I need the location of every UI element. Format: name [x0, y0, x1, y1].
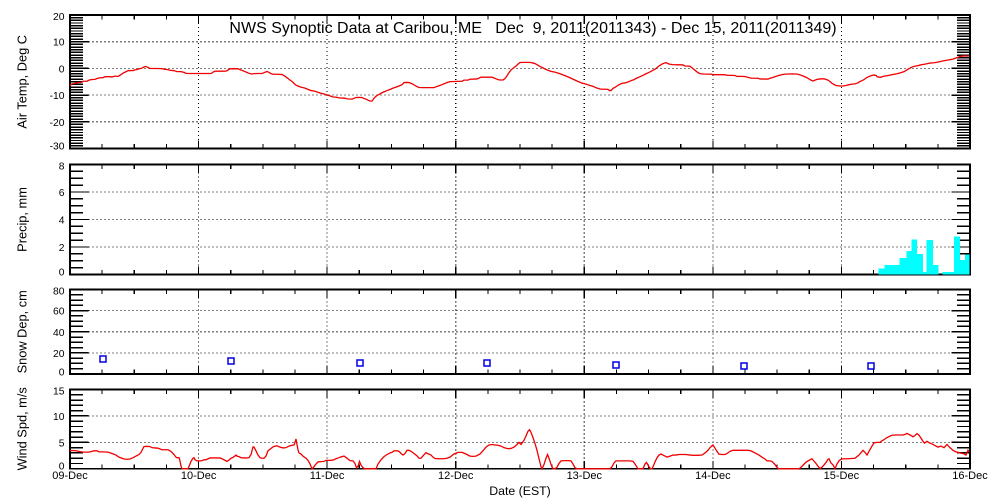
svg-text:16-Dec: 16-Dec [952, 470, 988, 482]
svg-text:2: 2 [59, 243, 65, 254]
svg-text:10-Dec: 10-Dec [181, 470, 217, 482]
svg-text:14-Dec: 14-Dec [695, 470, 731, 482]
svg-text:4: 4 [59, 216, 65, 227]
svg-text:0: 0 [59, 368, 65, 379]
svg-text:80: 80 [53, 287, 65, 298]
svg-text:Snow Dep, cm: Snow Dep, cm [15, 290, 30, 373]
svg-text:0: 0 [59, 64, 65, 75]
svg-text:15: 15 [53, 387, 65, 398]
svg-text:5: 5 [59, 438, 65, 449]
svg-text:13-Dec: 13-Dec [567, 470, 603, 482]
svg-text:40: 40 [53, 328, 65, 339]
svg-text:6: 6 [59, 188, 65, 199]
svg-text:8: 8 [59, 162, 65, 173]
svg-text:10: 10 [53, 412, 65, 423]
svg-text:Wind Spd, m/s: Wind Spd, m/s [15, 387, 30, 470]
svg-text:12-Dec: 12-Dec [438, 470, 474, 482]
svg-text:Precip, mm: Precip, mm [15, 187, 30, 252]
svg-text:20: 20 [53, 12, 65, 23]
svg-text:NWS Synoptic Data at Caribou,: NWS Synoptic Data at Caribou, ME Dec 9, … [229, 20, 836, 37]
svg-text:11-Dec: 11-Dec [310, 470, 345, 482]
svg-text:-20: -20 [50, 118, 65, 129]
svg-text:15-Dec: 15-Dec [824, 470, 860, 482]
svg-text:60: 60 [53, 307, 65, 318]
svg-text:10: 10 [53, 38, 65, 49]
svg-text:-30: -30 [50, 142, 65, 153]
svg-text:20: 20 [53, 349, 65, 360]
svg-text:Air Temp, Deg C: Air Temp, Deg C [15, 35, 30, 129]
svg-text:0: 0 [59, 268, 65, 279]
svg-text:09-Dec: 09-Dec [52, 470, 88, 482]
svg-text:Date (EST): Date (EST) [489, 484, 551, 498]
svg-text:0: 0 [59, 461, 65, 472]
svg-text:-10: -10 [50, 91, 65, 102]
